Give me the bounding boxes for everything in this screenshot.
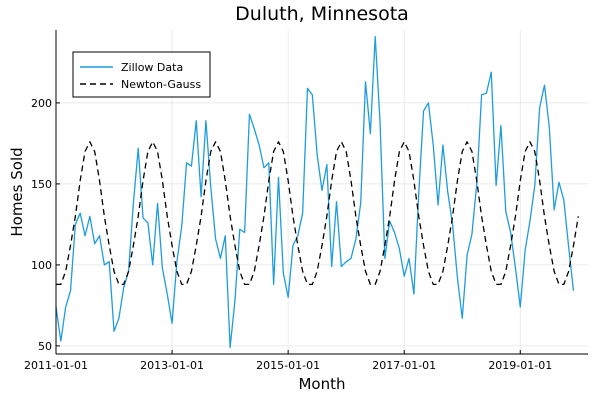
x-axis-title: Month: [298, 375, 345, 393]
legend: Zillow Data Newton-Gauss: [72, 51, 211, 98]
y-tick-label: 200: [31, 97, 52, 110]
series-line-zillow: [55, 35, 575, 349]
tick-labels: 50 100 150 200 2011-01-01 2013-01-01 2015-01-0…: [24, 97, 552, 372]
y-tick-label: 150: [31, 178, 52, 191]
y-tick-label: 100: [31, 259, 52, 272]
series-line-newton-gauss: [56, 141, 579, 285]
legend-label-zillow: Zillow Data: [121, 61, 183, 74]
legend-label-newton: Newton-Gauss: [121, 78, 201, 91]
x-tick-label: 2017-01-01: [372, 359, 436, 372]
x-tick-label: 2013-01-01: [140, 359, 204, 372]
series-lines: [55, 35, 579, 349]
axes: [55, 30, 588, 355]
legend-box: [72, 51, 211, 98]
x-tick-label: 2011-01-01: [24, 359, 88, 372]
y-axis-title: Homes Sold: [8, 147, 26, 236]
x-tick-label: 2015-01-01: [256, 359, 320, 372]
chart-title: Duluth, Minnesota: [235, 3, 409, 25]
y-tick-label: 50: [38, 340, 52, 353]
x-tick-label: 2019-01-01: [488, 359, 552, 372]
